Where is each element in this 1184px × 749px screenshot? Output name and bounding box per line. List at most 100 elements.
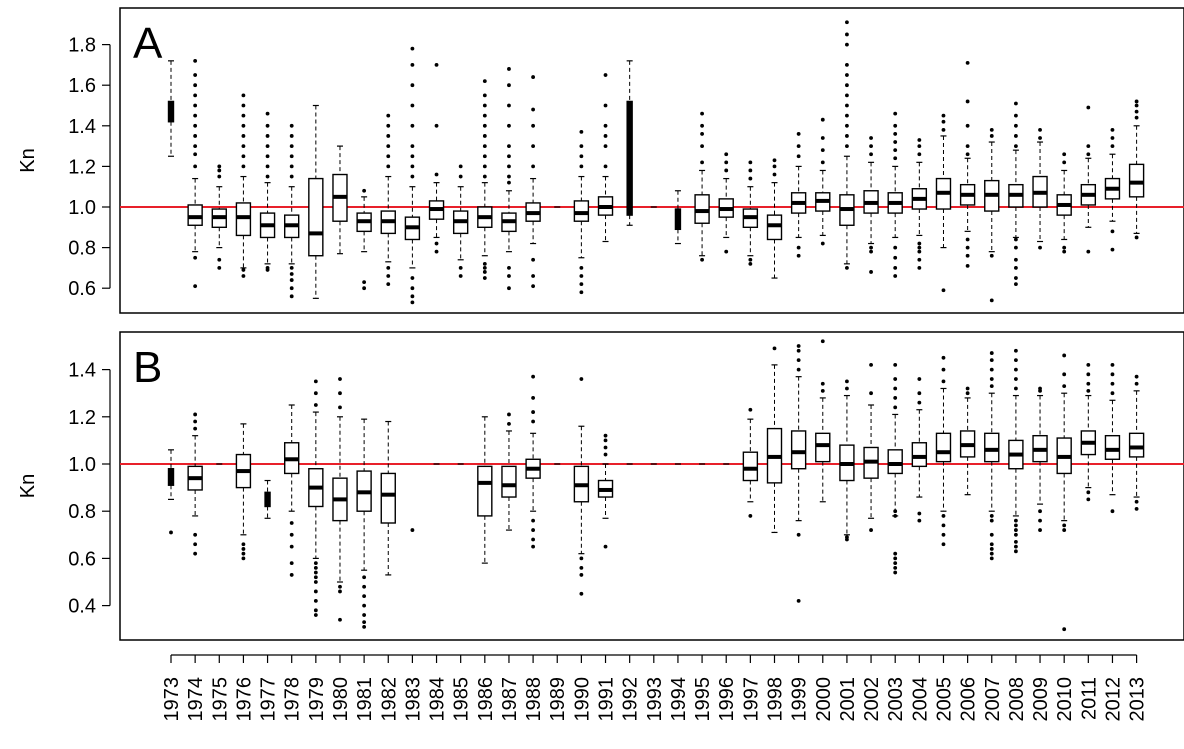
outlier-point [893,570,898,575]
outlier-point [1014,367,1018,372]
outlier-point [893,245,898,250]
x-tick-label: 1973 [161,677,183,722]
outlier-point [434,241,439,246]
outlier-point [579,282,584,287]
box-1980 [332,145,348,255]
box-1997 [742,407,759,518]
outlier-point [893,556,898,561]
outlier-point [241,556,246,561]
outlier-point [1062,627,1067,632]
box-1987 [501,67,517,291]
outlier-point [265,111,270,116]
y-tick-label: 1.0 [68,454,96,476]
outlier-point [482,144,487,149]
outlier-point [579,164,584,169]
outlier-point [362,575,367,580]
outlier-point [989,542,994,547]
x-tick-label: 1999 [789,677,811,722]
outlier-point [1038,518,1042,523]
outlier-point [1014,282,1018,287]
y-tick-label: 1.4 [68,116,96,138]
outlier-point [869,136,873,140]
outlier-point [193,83,198,88]
x-tick-label: 1990 [571,677,593,722]
outlier-point [1014,245,1018,250]
outlier-point [1014,144,1018,149]
outlier-point [700,123,704,128]
outlier-point [893,274,898,278]
outlier-point [338,589,342,594]
x-axis: 1973 1974 1975 1976 1977 1978 1979 1980 1981 1982… [161,654,1149,722]
outlier-point [482,79,487,84]
outlier-point [1134,115,1139,120]
outlier-point [965,60,970,65]
x-tick-label: 2012 [1102,677,1124,722]
outlier-point [869,152,873,157]
outlier-point [893,111,898,116]
outlier-point [386,274,391,278]
outlier-point [265,134,270,138]
outlier-point [531,75,535,79]
outlier-point [1134,103,1139,108]
box-1999 [790,132,807,258]
outlier-point [458,164,463,169]
outlier-point [1014,544,1018,549]
outlier-point [482,103,487,108]
outlier-point [579,266,584,270]
outlier-point [507,83,511,88]
outlier-point [217,164,222,169]
outlier-point [941,113,946,118]
outlier-point [531,374,535,379]
outlier-point [193,532,198,537]
outlier-point [869,362,873,367]
outlier-point [1062,245,1067,250]
box-rect [694,194,710,224]
outlier-point [796,598,801,603]
x-tick-label: 1997 [740,677,762,722]
box-1988 [525,75,541,289]
outlier-point [603,445,608,450]
box-rect [887,449,903,475]
outlier-point [603,134,608,138]
outlier-point [1014,377,1018,381]
box-1991 [597,433,614,549]
outlier-point [531,123,535,128]
outlier-point [482,261,487,266]
outlier-point [1086,490,1091,495]
y-axis-title: Kn [17,474,39,498]
outlier-point [917,241,922,246]
x-tick-label: 2006 [958,677,980,722]
box-1984 [428,63,445,254]
outlier-point [579,565,584,570]
plot-frame [119,331,1184,641]
outlier-point [941,514,946,518]
x-tick-label: 1979 [306,677,328,722]
outlier-point [845,83,849,88]
outlier-point [1110,144,1115,149]
panel-a: A 0.6 0.8 1.0 1.2 1.4 1.6 1.8 Kn [17,7,1184,314]
x-tick-label: 1994 [668,677,690,722]
outlier-point [917,266,922,270]
outlier-point [289,521,294,525]
outlier-point [1014,266,1018,270]
outlier-point [507,144,511,149]
outlier-point [531,107,535,112]
outlier-point [700,160,704,165]
outlier-point [869,528,873,532]
outlier-point [917,377,922,381]
outlier-point [265,174,270,179]
outlier-point [893,140,898,144]
outlier-point [362,603,367,608]
outlier-point [772,346,777,351]
box-1979 [308,104,324,299]
outlier-point [941,119,946,124]
box-rect [766,214,783,241]
outlier-point [193,152,198,157]
outlier-point [893,405,898,410]
box-2011 [1080,105,1097,254]
x-tick-label: 1993 [644,677,666,722]
outlier-point [193,426,198,431]
y-tick-label: 1.2 [68,156,96,178]
outlier-point [724,152,729,157]
outlier-point [531,396,535,400]
